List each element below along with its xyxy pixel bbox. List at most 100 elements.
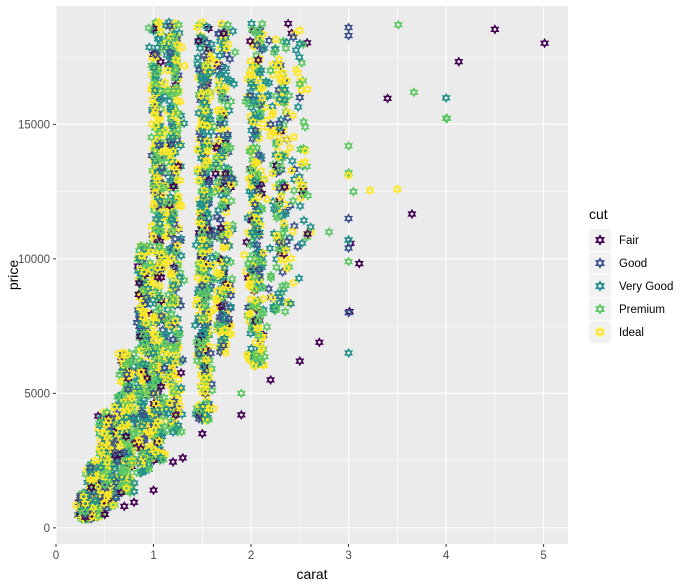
point bbox=[219, 107, 229, 118]
point bbox=[207, 39, 216, 50]
point bbox=[216, 214, 226, 225]
point bbox=[262, 321, 272, 333]
point bbox=[221, 63, 231, 74]
point bbox=[250, 176, 260, 187]
point bbox=[204, 43, 214, 55]
point bbox=[283, 18, 293, 29]
point bbox=[197, 328, 207, 340]
point-ideal bbox=[90, 455, 100, 466]
point bbox=[273, 288, 283, 299]
point bbox=[281, 209, 290, 220]
point bbox=[89, 487, 99, 498]
point bbox=[157, 250, 167, 261]
y-tick-label: 15000 bbox=[18, 119, 50, 131]
point bbox=[148, 277, 158, 289]
point bbox=[169, 181, 179, 192]
point bbox=[284, 90, 294, 101]
point bbox=[244, 99, 254, 110]
point bbox=[202, 240, 211, 251]
point bbox=[198, 168, 208, 179]
point bbox=[180, 60, 189, 71]
point bbox=[281, 43, 291, 54]
point bbox=[175, 400, 185, 411]
point bbox=[150, 377, 160, 388]
point bbox=[294, 273, 304, 284]
point bbox=[205, 67, 215, 78]
point-premium bbox=[197, 226, 207, 238]
point bbox=[115, 369, 124, 380]
point bbox=[190, 320, 200, 331]
point bbox=[254, 330, 263, 341]
point-ideal bbox=[100, 428, 110, 439]
point bbox=[246, 343, 256, 354]
point-ideal bbox=[295, 25, 305, 36]
point bbox=[245, 90, 255, 101]
point bbox=[222, 186, 232, 197]
point-fair bbox=[100, 509, 110, 520]
point bbox=[151, 398, 161, 409]
point bbox=[210, 186, 220, 198]
point bbox=[253, 54, 263, 66]
point bbox=[179, 118, 189, 129]
point bbox=[165, 21, 175, 32]
point bbox=[155, 218, 165, 229]
point bbox=[86, 462, 95, 473]
point bbox=[221, 347, 231, 359]
point bbox=[249, 361, 259, 372]
point bbox=[108, 499, 118, 510]
point bbox=[200, 97, 210, 108]
point bbox=[214, 69, 224, 80]
point bbox=[137, 250, 147, 261]
point bbox=[138, 285, 148, 297]
point bbox=[291, 45, 301, 56]
point bbox=[300, 145, 310, 156]
point bbox=[150, 85, 160, 96]
point bbox=[299, 215, 309, 226]
point bbox=[202, 136, 212, 147]
point bbox=[169, 386, 179, 398]
point bbox=[155, 128, 165, 139]
point bbox=[272, 262, 281, 273]
point-fair bbox=[454, 56, 464, 67]
point-very-good bbox=[344, 347, 354, 359]
point bbox=[174, 19, 184, 31]
point bbox=[201, 105, 210, 116]
point bbox=[171, 350, 181, 361]
point bbox=[245, 164, 255, 175]
point bbox=[163, 85, 173, 97]
point bbox=[153, 404, 162, 416]
point-fair bbox=[266, 374, 276, 386]
point bbox=[116, 487, 126, 498]
point bbox=[243, 259, 253, 270]
point-very-good bbox=[149, 347, 159, 359]
point bbox=[102, 419, 111, 430]
point bbox=[141, 317, 151, 329]
point bbox=[194, 108, 204, 119]
point-premium bbox=[393, 19, 403, 30]
point bbox=[150, 151, 160, 162]
point bbox=[141, 292, 151, 303]
point-good bbox=[197, 280, 207, 292]
point bbox=[283, 133, 292, 145]
point bbox=[227, 273, 237, 285]
point bbox=[199, 185, 209, 196]
point bbox=[289, 220, 299, 232]
point-fair bbox=[540, 38, 550, 49]
point bbox=[280, 181, 290, 193]
point bbox=[161, 231, 170, 242]
point bbox=[161, 259, 171, 270]
point bbox=[207, 252, 217, 263]
point bbox=[214, 135, 224, 146]
point bbox=[226, 75, 235, 86]
point bbox=[147, 132, 156, 143]
point bbox=[124, 443, 134, 454]
point bbox=[275, 163, 285, 174]
point bbox=[150, 105, 160, 117]
point bbox=[224, 313, 234, 324]
point bbox=[161, 157, 171, 168]
point bbox=[142, 346, 151, 357]
point bbox=[289, 131, 299, 143]
point bbox=[252, 323, 262, 334]
point bbox=[153, 416, 162, 427]
point bbox=[156, 381, 166, 392]
